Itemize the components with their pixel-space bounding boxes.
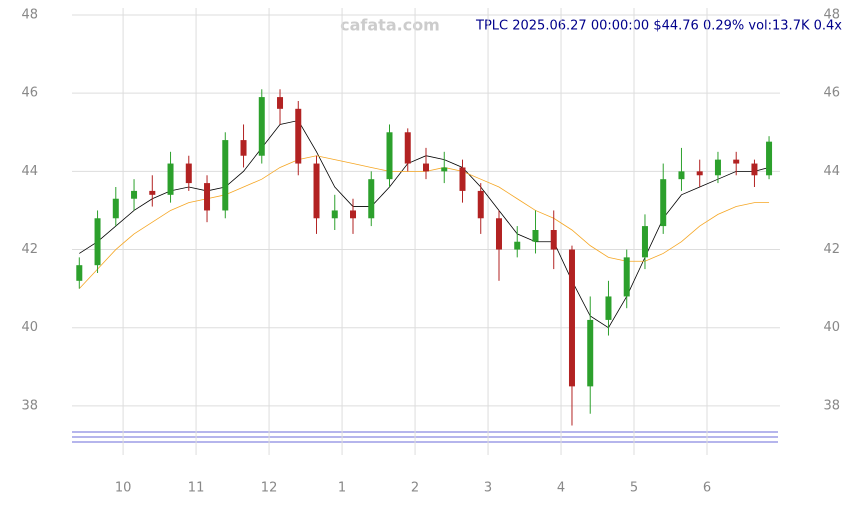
candle-body bbox=[112, 198, 119, 219]
candle-body bbox=[331, 210, 338, 219]
x-tick-label: 11 bbox=[188, 481, 205, 496]
x-tick-label: 1 bbox=[338, 481, 346, 496]
candle-body bbox=[222, 140, 229, 211]
candle-body bbox=[386, 132, 393, 180]
x-tick-label: 5 bbox=[630, 481, 638, 496]
candle-body bbox=[714, 159, 721, 176]
y-tick-label: 46 bbox=[21, 86, 38, 101]
y-tick-label: 48 bbox=[21, 8, 38, 23]
candle-body bbox=[751, 163, 758, 176]
x-tick-label: 3 bbox=[484, 481, 492, 496]
candle-body bbox=[94, 218, 101, 266]
candle-body bbox=[532, 230, 539, 242]
candle-body bbox=[295, 108, 302, 164]
candle-body bbox=[240, 140, 247, 156]
x-tick-label: 2 bbox=[411, 481, 419, 496]
candle-body bbox=[514, 241, 521, 250]
candle-body bbox=[350, 210, 357, 219]
candle-body bbox=[550, 230, 557, 250]
y-tick-label-right: 46 bbox=[823, 86, 840, 101]
volume-guides bbox=[72, 431, 778, 443]
candle-body bbox=[258, 97, 265, 156]
candle-body bbox=[733, 159, 740, 164]
candle-body bbox=[623, 257, 630, 297]
candle-body bbox=[149, 190, 156, 195]
candle-body bbox=[368, 179, 375, 219]
candle-body bbox=[568, 249, 575, 387]
watermark: cafata.com bbox=[340, 16, 440, 35]
x-tick-label: 4 bbox=[557, 481, 565, 496]
candle-body bbox=[587, 319, 594, 387]
candle-body bbox=[313, 163, 320, 219]
y-tick-label-right: 48 bbox=[823, 8, 840, 23]
candle-body bbox=[277, 97, 284, 109]
y-tick-label: 44 bbox=[21, 164, 38, 179]
candle-body bbox=[641, 226, 648, 258]
candle-body bbox=[167, 163, 174, 195]
y-tick-label: 38 bbox=[21, 398, 38, 413]
y-tick-label-right: 44 bbox=[823, 164, 840, 179]
x-tick-label: 6 bbox=[703, 481, 711, 496]
candle-body bbox=[204, 183, 211, 211]
chart-title: TPLC 2025.06.27 00:00:00 $44.76 0.29% vo… bbox=[475, 19, 842, 34]
candle-body bbox=[441, 167, 448, 172]
y-tick-label-right: 42 bbox=[823, 242, 840, 257]
candle-body bbox=[766, 141, 773, 176]
candle-body bbox=[678, 171, 685, 180]
candle-body bbox=[477, 190, 484, 219]
y-tick-label: 42 bbox=[21, 242, 38, 257]
candle-body bbox=[423, 163, 429, 172]
x-tick-label: 12 bbox=[261, 481, 278, 496]
y-tick-label-right: 40 bbox=[823, 320, 840, 335]
candle-body bbox=[696, 171, 703, 176]
candle-body bbox=[660, 179, 667, 227]
candle-body bbox=[495, 218, 502, 250]
candle-body bbox=[131, 190, 138, 199]
candle-body bbox=[404, 132, 411, 164]
y-tick-label-right: 38 bbox=[823, 398, 840, 413]
plot-area bbox=[72, 0, 780, 460]
y-tick-label: 40 bbox=[21, 320, 38, 335]
candle-body bbox=[185, 163, 192, 184]
x-tick-label: 10 bbox=[115, 481, 132, 496]
candle-body bbox=[605, 296, 612, 320]
candle-body bbox=[459, 167, 466, 191]
candle-body bbox=[76, 265, 83, 281]
